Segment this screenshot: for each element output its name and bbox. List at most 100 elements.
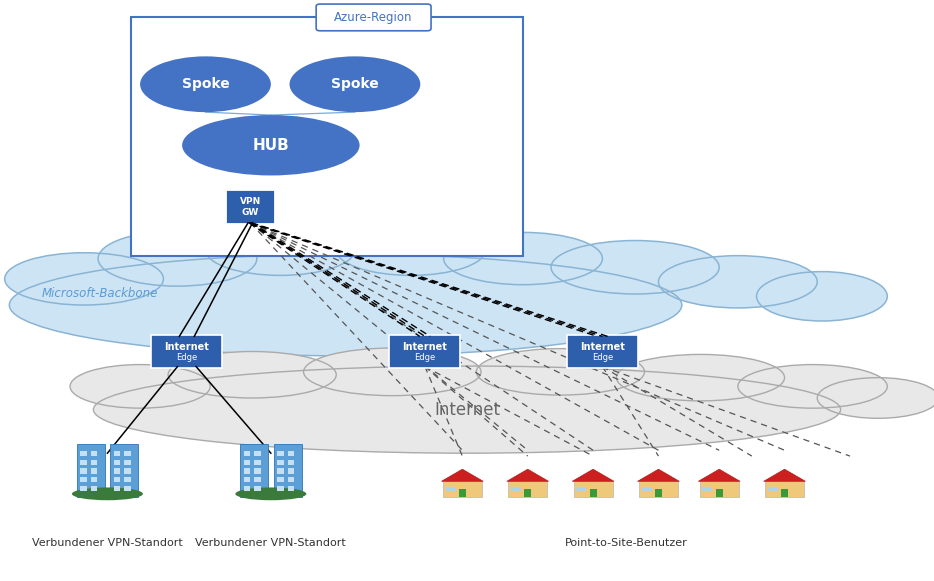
Text: HUB: HUB bbox=[252, 138, 290, 153]
Bar bbox=[573, 481, 613, 497]
Polygon shape bbox=[442, 469, 483, 481]
Polygon shape bbox=[573, 469, 614, 481]
Text: Microsoft-Backbone: Microsoft-Backbone bbox=[42, 287, 159, 300]
Bar bbox=[277, 468, 284, 474]
Ellipse shape bbox=[9, 254, 682, 356]
Bar bbox=[459, 489, 466, 497]
Text: Verbundener VPN-Standort: Verbundener VPN-Standort bbox=[32, 538, 183, 548]
Bar bbox=[114, 460, 120, 465]
Bar bbox=[124, 477, 131, 482]
Bar bbox=[91, 486, 97, 491]
Bar bbox=[80, 486, 87, 491]
Bar bbox=[274, 444, 302, 497]
Bar bbox=[77, 444, 105, 497]
Bar bbox=[91, 468, 97, 474]
Bar bbox=[91, 477, 97, 482]
Polygon shape bbox=[764, 469, 805, 481]
Bar bbox=[524, 489, 531, 497]
FancyBboxPatch shape bbox=[317, 4, 432, 31]
Polygon shape bbox=[699, 469, 740, 481]
Ellipse shape bbox=[5, 253, 163, 305]
Text: Internet: Internet bbox=[434, 401, 500, 418]
Ellipse shape bbox=[658, 256, 817, 308]
Bar bbox=[244, 460, 250, 465]
Bar bbox=[254, 468, 261, 474]
Ellipse shape bbox=[551, 241, 719, 294]
Bar bbox=[124, 468, 131, 474]
Bar bbox=[114, 477, 120, 482]
Ellipse shape bbox=[304, 348, 481, 396]
Text: Edge: Edge bbox=[415, 353, 435, 362]
Bar bbox=[277, 486, 284, 491]
Bar bbox=[124, 460, 131, 465]
Bar bbox=[511, 487, 521, 492]
Ellipse shape bbox=[444, 232, 602, 285]
Ellipse shape bbox=[168, 352, 336, 398]
Ellipse shape bbox=[290, 56, 420, 112]
Bar bbox=[700, 481, 739, 497]
Text: Edge: Edge bbox=[592, 353, 613, 362]
Bar bbox=[114, 468, 120, 474]
Ellipse shape bbox=[98, 231, 257, 286]
Ellipse shape bbox=[616, 354, 785, 401]
Text: Internet: Internet bbox=[164, 342, 209, 352]
Ellipse shape bbox=[72, 487, 143, 500]
Bar bbox=[642, 487, 652, 492]
Bar bbox=[576, 487, 587, 492]
FancyBboxPatch shape bbox=[226, 189, 275, 224]
Bar bbox=[288, 477, 294, 482]
Bar bbox=[244, 486, 250, 491]
Ellipse shape bbox=[817, 378, 934, 418]
Bar bbox=[244, 477, 250, 482]
Bar bbox=[639, 481, 678, 497]
Ellipse shape bbox=[93, 366, 841, 453]
Bar bbox=[91, 460, 97, 465]
Text: Verbundener VPN-Standort: Verbundener VPN-Standort bbox=[195, 538, 347, 548]
Bar bbox=[240, 444, 268, 497]
Bar bbox=[288, 468, 294, 474]
Bar bbox=[288, 451, 294, 456]
Bar bbox=[781, 489, 788, 497]
Bar bbox=[254, 460, 261, 465]
Ellipse shape bbox=[738, 365, 887, 408]
FancyBboxPatch shape bbox=[131, 17, 523, 256]
Bar bbox=[589, 489, 597, 497]
Ellipse shape bbox=[205, 224, 355, 275]
Bar bbox=[655, 489, 662, 497]
Bar bbox=[114, 486, 120, 491]
Bar bbox=[443, 481, 482, 497]
FancyBboxPatch shape bbox=[151, 335, 222, 368]
Text: Spoke: Spoke bbox=[331, 77, 379, 91]
Ellipse shape bbox=[476, 349, 644, 395]
Bar bbox=[80, 460, 87, 465]
Text: Internet: Internet bbox=[580, 342, 625, 352]
Ellipse shape bbox=[182, 115, 360, 175]
Bar bbox=[254, 451, 261, 456]
Text: Edge: Edge bbox=[177, 353, 197, 362]
Bar bbox=[508, 481, 547, 497]
Bar bbox=[765, 481, 804, 497]
Text: Internet: Internet bbox=[403, 342, 447, 352]
Bar bbox=[244, 468, 250, 474]
Bar bbox=[702, 487, 713, 492]
Bar bbox=[277, 451, 284, 456]
Bar bbox=[80, 451, 87, 456]
Bar bbox=[715, 489, 723, 497]
Ellipse shape bbox=[235, 487, 306, 500]
FancyBboxPatch shape bbox=[567, 335, 638, 368]
Ellipse shape bbox=[757, 272, 887, 321]
Bar bbox=[254, 486, 261, 491]
Bar bbox=[277, 477, 284, 482]
Text: Point-to-Site-Benutzer: Point-to-Site-Benutzer bbox=[564, 538, 687, 548]
Bar bbox=[124, 451, 131, 456]
Ellipse shape bbox=[336, 224, 486, 275]
Polygon shape bbox=[638, 469, 679, 481]
Bar bbox=[254, 477, 261, 482]
Polygon shape bbox=[507, 469, 548, 481]
Bar bbox=[110, 444, 138, 497]
Bar bbox=[91, 451, 97, 456]
Bar bbox=[277, 460, 284, 465]
Bar bbox=[80, 468, 87, 474]
Bar bbox=[114, 451, 120, 456]
Bar bbox=[288, 460, 294, 465]
